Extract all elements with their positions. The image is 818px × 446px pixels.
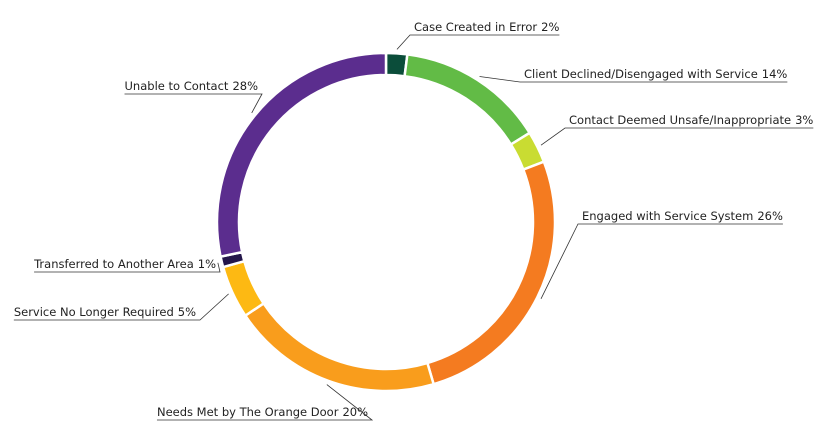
donut-segment (221, 259, 266, 318)
category-label: Contact Deemed Unsafe/Inappropriate (569, 113, 791, 127)
leader-line (540, 223, 783, 300)
category-label: Client Declined/Disengaged with Service (524, 67, 758, 81)
donut-segment (425, 160, 557, 386)
value-label: 20% (342, 405, 368, 419)
donut-segment (243, 301, 436, 393)
donut-segment (215, 51, 388, 259)
leader-line (396, 34, 560, 50)
segment-label: Unable to Contact 28% (125, 79, 259, 93)
segment-label: Engaged with Service System 26% (582, 209, 783, 223)
leader-line (479, 76, 788, 83)
category-label: Engaged with Service System (582, 209, 753, 223)
value-label: 3% (795, 113, 813, 127)
category-label: Unable to Contact (125, 79, 229, 93)
segment-label: Transferred to Another Area 1% (33, 257, 216, 271)
segment-label: Service No Longer Required 5% (14, 305, 196, 319)
segment-label: Client Declined/Disengaged with Service 1… (524, 67, 787, 81)
segment-label: Needs Met by The Orange Door 20% (157, 405, 368, 419)
donut-segment (403, 52, 532, 147)
value-label: 14% (762, 67, 788, 81)
value-label: 1% (198, 257, 216, 271)
category-label: Transferred to Another Area (33, 257, 194, 271)
leader-line (540, 127, 814, 146)
value-label: 5% (178, 305, 196, 319)
leader-line (34, 262, 221, 273)
value-label: 28% (232, 79, 258, 93)
value-label: 26% (757, 209, 783, 223)
segment-label: Case Created in Error 2% (414, 20, 559, 34)
segment-label: Contact Deemed Unsafe/Inappropriate 3% (569, 113, 813, 127)
category-label: Needs Met by The Orange Door (157, 405, 339, 419)
leader-line (13, 293, 229, 321)
leader-line (156, 384, 374, 421)
category-label: Service No Longer Required (14, 305, 174, 319)
value-label: 2% (541, 20, 559, 34)
leader-line (124, 93, 263, 114)
category-label: Case Created in Error (414, 20, 537, 34)
